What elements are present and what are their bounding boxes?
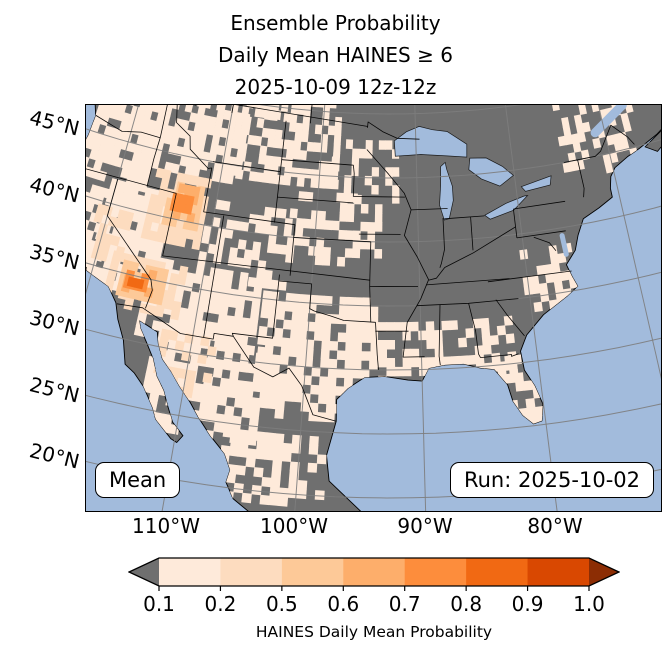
colorbar — [127, 556, 621, 593]
map-area: Mean Run: 2025-10-02 — [85, 104, 662, 512]
colorbar-svg — [127, 557, 621, 591]
figure-title-line-1: Ensemble Probability — [230, 11, 441, 35]
y-tick-label: 20°N — [27, 438, 82, 474]
y-tick-label: 45°N — [27, 105, 82, 141]
colorbar-tick-label: 0.2 — [204, 592, 237, 616]
figure-title: Ensemble Probability Daily Mean HAINES ≥… — [0, 7, 671, 103]
y-tick-label: 40°N — [27, 172, 82, 208]
colorbar-tick-label: 0.6 — [327, 592, 360, 616]
colorbar-axis-label: HAINES Daily Mean Probability — [255, 623, 493, 641]
y-tick-label: 25°N — [27, 372, 82, 408]
x-tick-label: 100°W — [260, 514, 328, 538]
figure-title-line-3: 2025-10-09 12z-12z — [234, 75, 437, 99]
colorbar-tick-label: 0.5 — [265, 592, 298, 616]
mean-annotation-label: Mean — [109, 468, 167, 492]
map-plot — [86, 105, 661, 511]
colorbar-tick-label: 1.0 — [573, 592, 605, 616]
state-borders-layer — [86, 105, 635, 422]
x-tick-label: 80°W — [527, 514, 583, 538]
x-tick-label: 110°W — [132, 514, 200, 538]
run-annotation-label: Run: 2025-10-02 — [463, 468, 640, 492]
run-annotation-box: Run: 2025-10-02 — [449, 462, 654, 498]
figure-title-line-2: Daily Mean HAINES ≥ 6 — [218, 43, 453, 67]
colorbar-tick-label: 0.1 — [143, 592, 175, 616]
colorbar-tick-label: 0.9 — [511, 592, 544, 616]
y-tick-label: 35°N — [27, 239, 82, 275]
y-tick-label: 30°N — [27, 305, 82, 341]
x-tick-label: 90°W — [397, 514, 453, 538]
mean-annotation-box: Mean — [95, 462, 181, 498]
colorbar-tick-label: 0.7 — [388, 592, 421, 616]
colorbar-tick-label: 0.8 — [450, 592, 483, 616]
